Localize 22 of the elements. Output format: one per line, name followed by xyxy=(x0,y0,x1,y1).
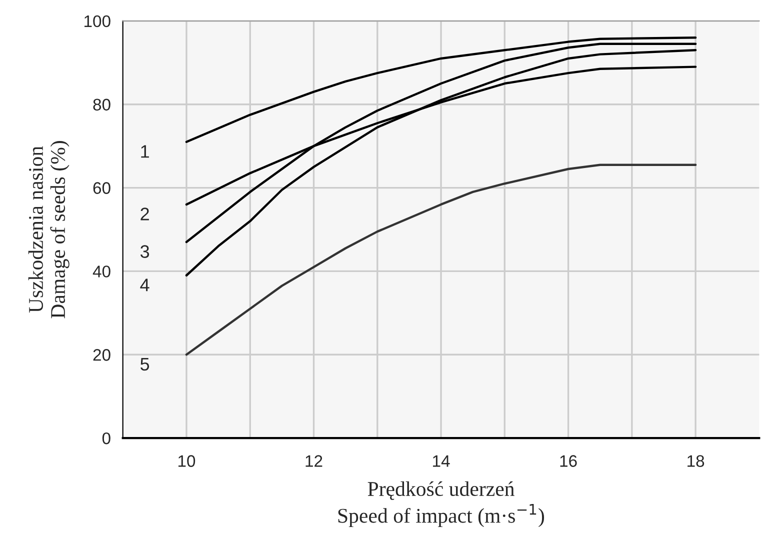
text: 1 xyxy=(141,145,149,158)
x-tick-label: 16 xyxy=(560,455,577,467)
text: 2 xyxy=(140,208,149,220)
line-series xyxy=(185,36,697,144)
y-tick-label: 20 xyxy=(93,349,110,361)
y-tick-label: 0 xyxy=(102,432,110,444)
x-tick-label: 14 xyxy=(433,455,450,467)
line-series xyxy=(185,42,697,244)
line-series xyxy=(185,49,697,276)
y-tick-label: 80 xyxy=(93,98,110,111)
text: 3 xyxy=(140,245,150,258)
text: 5 xyxy=(140,358,150,371)
x-tick-label: 10 xyxy=(178,455,196,467)
x-axis-title: Prędkość uderzeń Speed of impact (m·s$^{−1}$) xyxy=(338,481,544,528)
y-tick-label: 60 xyxy=(93,182,110,194)
line-series xyxy=(185,164,697,356)
x-tick-label: 18 xyxy=(688,455,704,467)
x-tick-label: 12 xyxy=(306,455,322,467)
text: 4 xyxy=(140,278,150,292)
y-axis-title: Uszkodzenia nasion Damage of seeds (%) xyxy=(28,141,70,318)
y-tick-label: 40 xyxy=(92,266,110,278)
y-tick-label: 100 xyxy=(84,15,110,28)
